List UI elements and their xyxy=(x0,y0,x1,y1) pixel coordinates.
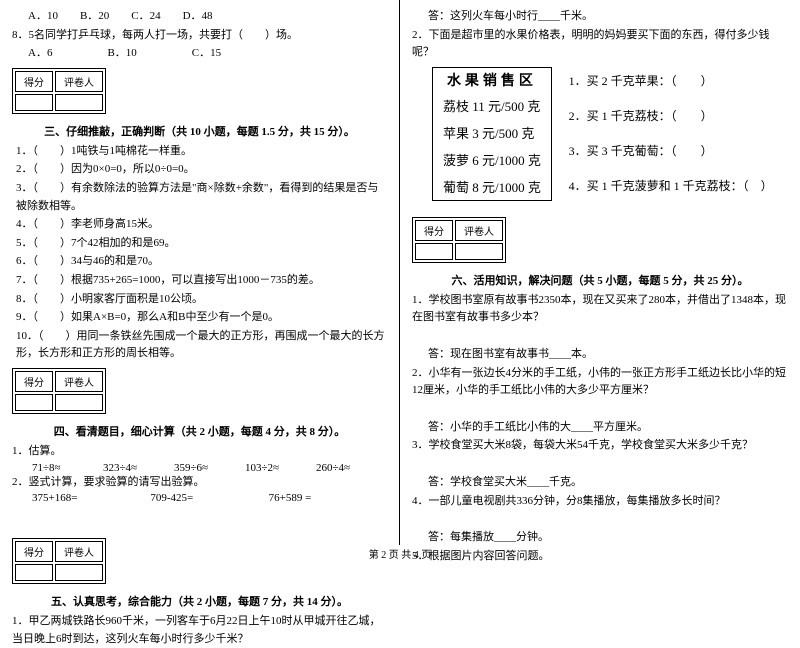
tf-5: 5．（ ）7个42相加的和是69。 xyxy=(12,235,387,253)
p6-2-answer: 答：小华的手工纸比小伟的大____平方厘米。 xyxy=(412,419,788,437)
tf-1: 1．（ ）1吨铁与1吨棉花一样重。 xyxy=(12,143,387,161)
tf-8: 8．（ ）小明家客厅面积是10公顷。 xyxy=(12,291,387,309)
score-box-5: 得分 评卷人 xyxy=(12,538,106,584)
calc2-label: 2．竖式计算，要求验算的请写出验算。 xyxy=(12,474,387,492)
buy-3: 3．买 3 千克葡萄：（ ） xyxy=(569,137,773,172)
score-box-4: 得分 评卷人 xyxy=(12,368,106,414)
fruit-row-3: 菠萝 6 元/1000 克 xyxy=(433,146,551,173)
section-4-title: 四、看清题目，细心计算（共 2 小题，每题 4 分，共 8 分）。 xyxy=(12,423,387,439)
p6-3: 3．学校食堂买大米8袋，每袋大米54千克，学校食堂买大米多少千克？ xyxy=(412,437,788,455)
calc1-2: 323÷4≈ xyxy=(103,462,174,474)
calc2-3: 76+589 = xyxy=(269,492,387,504)
p6-4: 4．一部儿童电视剧共336分钟，分8集播放，每集播放多长时间？ xyxy=(412,493,788,511)
p6-4-answer: 答：每集播放____分钟。 xyxy=(412,529,788,547)
calc1-row: 71÷8≈ 323÷4≈ 359÷6≈ 103÷2≈ 260÷4≈ xyxy=(12,462,387,474)
p5-1-answer: 答：这列火车每小时行____千米。 xyxy=(412,8,788,26)
calc1-1: 71÷8≈ xyxy=(32,462,103,474)
p6-2: 2．小华有一张边长4分米的手工纸，小伟的一张正方形手工纸边长比小华的短12厘米，… xyxy=(412,365,788,400)
score-box-3: 得分 评卷人 xyxy=(12,68,106,114)
p6-1-answer: 答：现在图书室有故事书____本。 xyxy=(412,346,788,364)
left-column: A．10 B．20 C．24 D．48 8．5名同学打乒乓球，每两人打一场，共要… xyxy=(0,0,400,545)
score-label: 得分 xyxy=(15,371,53,392)
buy-2: 2．买 1 千克荔枝：（ ） xyxy=(569,102,773,137)
score-label: 得分 xyxy=(415,220,453,241)
grader-label: 评卷人 xyxy=(55,371,103,392)
calc1-5: 260÷4≈ xyxy=(316,462,387,474)
q8-options: A．6 B．10 C．15 xyxy=(12,45,387,63)
buy-list: 1．买 2 千克苹果：（ ） 2．买 1 千克荔枝：（ ） 3．买 3 千克葡萄… xyxy=(569,67,773,207)
fruit-row-2: 苹果 3 元/500 克 xyxy=(433,119,551,146)
q8-stem: 8．5名同学打乒乓球，每两人打一场，共要打（ ）场。 xyxy=(12,27,387,45)
fruit-row-1: 荔枝 11 元/500 克 xyxy=(433,92,551,119)
calc2-row: 375+168= 709-425= 76+589 = xyxy=(12,492,387,504)
grader-label: 评卷人 xyxy=(55,71,103,92)
calc2-1: 375+168= xyxy=(32,492,150,504)
calc1-4: 103÷2≈ xyxy=(245,462,316,474)
calc1-3: 359÷6≈ xyxy=(174,462,245,474)
tf-3: 3．（ ）有余数除法的验算方法是"商×除数+余数"，看得到的结果是否与被除数相等… xyxy=(12,180,387,215)
page-footer: 第 2 页 共 4 页 xyxy=(0,546,800,561)
p6-3-answer: 答：学校食堂买大米____千克。 xyxy=(412,474,788,492)
tf-9: 9．（ ）如果A×B=0，那么A和B中至少有一个是0。 xyxy=(12,309,387,327)
section-3-title: 三、仔细推敲，正确判断（共 10 小题，每题 1.5 分，共 15 分）。 xyxy=(12,123,387,139)
calc2-2: 709-425= xyxy=(150,492,268,504)
calc1-label: 1．估算。 xyxy=(12,443,387,461)
fruit-title: 水果销售区 xyxy=(433,68,551,92)
section-6-title: 六、活用知识，解决问题（共 5 小题，每题 5 分，共 25 分）。 xyxy=(412,272,788,288)
p5-1: 1．甲乙两城铁路长960千米，一列客车于6月22日上午10时从甲城开往乙城，当日… xyxy=(12,613,387,648)
p5-2: 2．下面是超市里的水果价格表，明明的妈妈要买下面的东西，得付多少钱呢？ xyxy=(412,27,788,62)
tf-4: 4．（ ）李老师身高15米。 xyxy=(12,216,387,234)
buy-4: 4．买 1 千克菠萝和 1 千克荔枝：（ ） xyxy=(569,172,773,207)
tf-10: 10．（ ）用同一条铁丝先围成一个最大的正方形，再围成一个最大的长方形，长方形和… xyxy=(12,328,387,363)
section-5-title: 五、认真思考，综合能力（共 2 小题，每题 7 分，共 14 分）。 xyxy=(12,593,387,609)
q7-options: A．10 B．20 C．24 D．48 xyxy=(12,8,387,26)
grader-label: 评卷人 xyxy=(455,220,503,241)
fruit-row-4: 葡萄 8 元/1000 克 xyxy=(433,173,551,200)
tf-6: 6．（ ）34与46的和是70。 xyxy=(12,253,387,271)
score-box-6: 得分 评卷人 xyxy=(412,217,506,263)
buy-1: 1．买 2 千克苹果：（ ） xyxy=(569,67,773,102)
score-label: 得分 xyxy=(15,71,53,92)
tf-7: 7．（ ）根据735+265=1000，可以直接写出1000－735的差。 xyxy=(12,272,387,290)
p6-1: 1．学校图书室原有故事书2350本，现在又买来了280本，并借出了1348本，现… xyxy=(412,292,788,327)
tf-2: 2．（ ）因为0×0=0，所以0÷0=0。 xyxy=(12,161,387,179)
right-column: 答：这列火车每小时行____千米。 2．下面是超市里的水果价格表，明明的妈妈要买… xyxy=(400,0,800,545)
fruit-price-table: 水果销售区 荔枝 11 元/500 克 苹果 3 元/500 克 菠萝 6 元/… xyxy=(432,67,552,201)
